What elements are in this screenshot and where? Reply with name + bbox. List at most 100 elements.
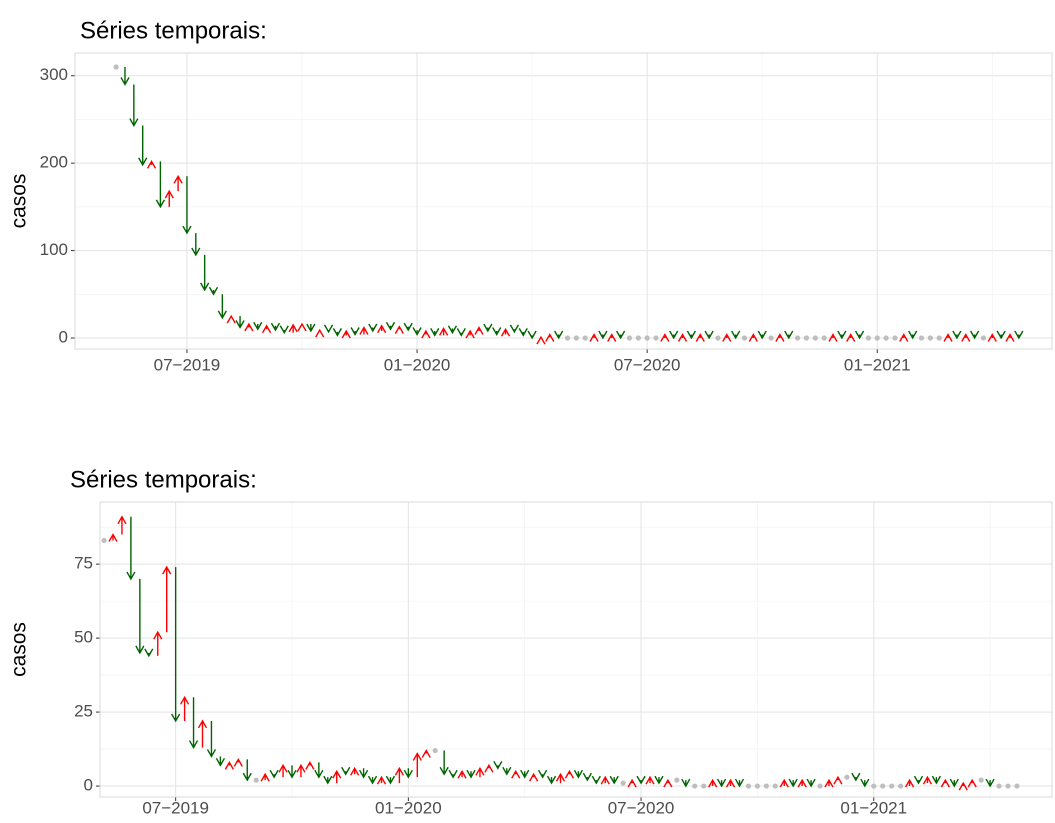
arrow bbox=[851, 772, 861, 782]
arrow bbox=[314, 762, 324, 779]
arrow bbox=[940, 778, 950, 788]
arrow bbox=[509, 324, 520, 334]
arrow bbox=[493, 760, 503, 770]
arrow bbox=[117, 515, 127, 535]
arrow bbox=[725, 778, 736, 788]
point bbox=[432, 747, 438, 754]
point bbox=[874, 335, 880, 341]
arrow bbox=[208, 286, 219, 296]
point bbox=[889, 783, 895, 789]
arrow bbox=[278, 763, 288, 778]
point bbox=[564, 335, 571, 341]
arrow bbox=[669, 330, 679, 340]
point bbox=[892, 335, 898, 341]
arrow bbox=[546, 775, 557, 785]
arrow bbox=[253, 321, 263, 331]
arrow bbox=[731, 330, 741, 340]
arrow bbox=[215, 756, 226, 767]
arrow bbox=[554, 330, 564, 340]
arrow bbox=[824, 778, 834, 788]
arrow bbox=[483, 323, 493, 333]
arrow bbox=[377, 324, 387, 334]
arrow bbox=[500, 327, 511, 337]
point bbox=[1014, 783, 1020, 789]
arrow bbox=[545, 333, 555, 342]
arrow bbox=[306, 323, 316, 333]
point bbox=[754, 783, 761, 789]
arrow bbox=[217, 294, 227, 320]
arrow bbox=[663, 778, 673, 788]
arrow bbox=[270, 322, 281, 332]
arrow bbox=[155, 161, 166, 209]
arrow bbox=[987, 333, 997, 342]
arrow bbox=[520, 769, 530, 779]
arrow bbox=[1014, 330, 1024, 340]
point bbox=[883, 335, 889, 341]
arrow bbox=[904, 778, 915, 788]
point bbox=[253, 777, 259, 783]
arrow bbox=[394, 325, 404, 334]
arrow bbox=[474, 326, 484, 335]
arrow bbox=[153, 630, 163, 656]
arrow bbox=[385, 321, 396, 331]
point bbox=[692, 783, 698, 789]
arrow bbox=[529, 772, 539, 782]
arrow bbox=[627, 778, 637, 788]
arrow bbox=[126, 516, 136, 581]
arrow bbox=[146, 159, 157, 169]
arrow bbox=[775, 333, 785, 342]
arrow bbox=[447, 325, 458, 335]
arrow bbox=[412, 752, 422, 778]
arrow bbox=[323, 324, 334, 334]
arrow bbox=[261, 324, 272, 334]
point bbox=[927, 335, 933, 341]
arrow bbox=[943, 333, 953, 342]
arrow bbox=[609, 775, 619, 785]
y-tick-label: 100 bbox=[40, 240, 68, 259]
arrow bbox=[716, 778, 727, 788]
arrow bbox=[368, 323, 378, 333]
arrow bbox=[120, 66, 130, 86]
arrow bbox=[305, 760, 315, 770]
arrow bbox=[403, 768, 413, 779]
point bbox=[795, 335, 801, 341]
arrow bbox=[967, 778, 977, 788]
arrow bbox=[860, 778, 870, 788]
arrow bbox=[958, 781, 968, 791]
point bbox=[745, 783, 752, 789]
arrow bbox=[837, 330, 847, 340]
arrow bbox=[385, 775, 396, 785]
arrow bbox=[359, 326, 369, 335]
point bbox=[582, 335, 588, 341]
arrow bbox=[854, 330, 865, 340]
chart-title: Séries temporais: bbox=[70, 466, 257, 493]
arrow bbox=[1005, 333, 1015, 342]
arrow bbox=[288, 323, 298, 333]
y-tick-label: 0 bbox=[59, 327, 68, 346]
arrow bbox=[138, 125, 148, 167]
arrow bbox=[315, 328, 325, 338]
x-tick-label: 07−2019 bbox=[154, 355, 221, 374]
point bbox=[980, 335, 987, 341]
point bbox=[844, 774, 850, 780]
point bbox=[936, 335, 942, 341]
arrow bbox=[235, 316, 245, 329]
arrow bbox=[358, 768, 369, 779]
point bbox=[101, 537, 107, 544]
x-tick-label: 07−2020 bbox=[608, 798, 675, 817]
arrow bbox=[171, 567, 181, 723]
point bbox=[812, 335, 818, 341]
arrow bbox=[952, 330, 962, 340]
point bbox=[674, 777, 680, 783]
arrow bbox=[996, 330, 1006, 340]
point bbox=[871, 783, 877, 789]
x-tick-label: 01−2021 bbox=[840, 798, 907, 817]
point bbox=[626, 335, 633, 341]
arrow bbox=[323, 775, 333, 785]
arrow bbox=[636, 775, 646, 785]
arrow bbox=[969, 330, 980, 340]
arrow bbox=[784, 330, 794, 340]
arrow bbox=[555, 772, 566, 784]
point bbox=[880, 783, 886, 789]
arrow bbox=[403, 322, 413, 332]
